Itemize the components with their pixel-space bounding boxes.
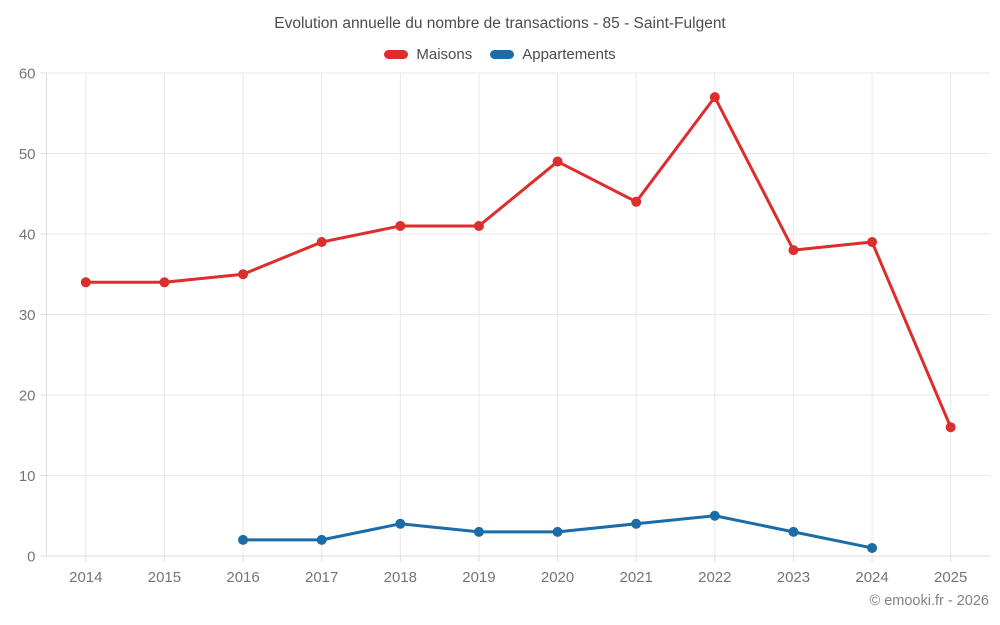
data-point-maisons-2019[interactable] xyxy=(473,220,484,231)
series-line-maisons xyxy=(84,95,953,429)
legend-swatch-maisons-icon xyxy=(384,50,409,59)
data-point-appartements-2016[interactable] xyxy=(238,534,249,545)
data-point-appartements-2021[interactable] xyxy=(631,518,642,529)
legend-label-appartements: Appartements xyxy=(522,46,616,63)
y-tick-label-10: 10 xyxy=(19,468,36,485)
x-tick-label-2019: 2019 xyxy=(462,569,495,586)
legend-item-maisons[interactable]: Maisons xyxy=(384,46,472,63)
x-tick-label-2022: 2022 xyxy=(698,569,731,586)
data-point-appartements-2019[interactable] xyxy=(473,526,484,537)
x-tick-label-2014: 2014 xyxy=(69,569,102,586)
data-point-maisons-2020[interactable] xyxy=(552,156,563,167)
data-point-maisons-2017[interactable] xyxy=(316,237,327,248)
data-point-appartements-2017[interactable] xyxy=(316,534,327,545)
data-point-maisons-2015[interactable] xyxy=(159,277,170,288)
data-point-appartements-2020[interactable] xyxy=(552,526,563,537)
x-tick-label-2025: 2025 xyxy=(934,569,967,586)
data-point-maisons-2021[interactable] xyxy=(631,196,642,207)
data-point-maisons-2022[interactable] xyxy=(709,92,720,103)
data-point-appartements-2018[interactable] xyxy=(395,518,406,529)
y-tick-label-20: 20 xyxy=(19,388,36,405)
x-tick-label-2023: 2023 xyxy=(777,569,810,586)
data-point-appartements-2024[interactable] xyxy=(867,542,878,553)
data-point-maisons-2014[interactable] xyxy=(80,277,91,288)
y-tick-label-60: 60 xyxy=(19,66,36,83)
x-tick-label-2015: 2015 xyxy=(148,569,181,586)
legend-label-maisons: Maisons xyxy=(416,46,473,63)
data-point-appartements-2022[interactable] xyxy=(709,510,720,521)
y-tick-label-30: 30 xyxy=(19,307,36,324)
y-tick-label-50: 50 xyxy=(19,146,36,163)
x-tick-label-2024: 2024 xyxy=(855,569,888,586)
legend: Maisons Appartements xyxy=(0,46,1000,63)
copyright-footer: © emooki.fr - 2026 xyxy=(869,593,989,609)
legend-item-appartements[interactable]: Appartements xyxy=(490,46,616,63)
x-tick-label-2020: 2020 xyxy=(541,569,574,586)
y-tick-label-0: 0 xyxy=(27,549,35,566)
x-tick-label-2021: 2021 xyxy=(620,569,653,586)
legend-swatch-appartements-icon xyxy=(490,50,515,59)
x-tick-label-2016: 2016 xyxy=(226,569,259,586)
x-tick-label-2018: 2018 xyxy=(384,569,417,586)
data-point-appartements-2023[interactable] xyxy=(788,526,799,537)
y-tick-label-40: 40 xyxy=(19,227,36,244)
data-point-maisons-2024[interactable] xyxy=(867,237,878,248)
data-point-maisons-2016[interactable] xyxy=(238,269,249,280)
x-tick-label-2017: 2017 xyxy=(305,569,338,586)
data-point-maisons-2025[interactable] xyxy=(945,422,956,433)
chart-title: Evolution annuelle du nombre de transact… xyxy=(274,15,726,32)
data-point-maisons-2018[interactable] xyxy=(395,220,406,231)
data-point-maisons-2023[interactable] xyxy=(788,245,799,256)
